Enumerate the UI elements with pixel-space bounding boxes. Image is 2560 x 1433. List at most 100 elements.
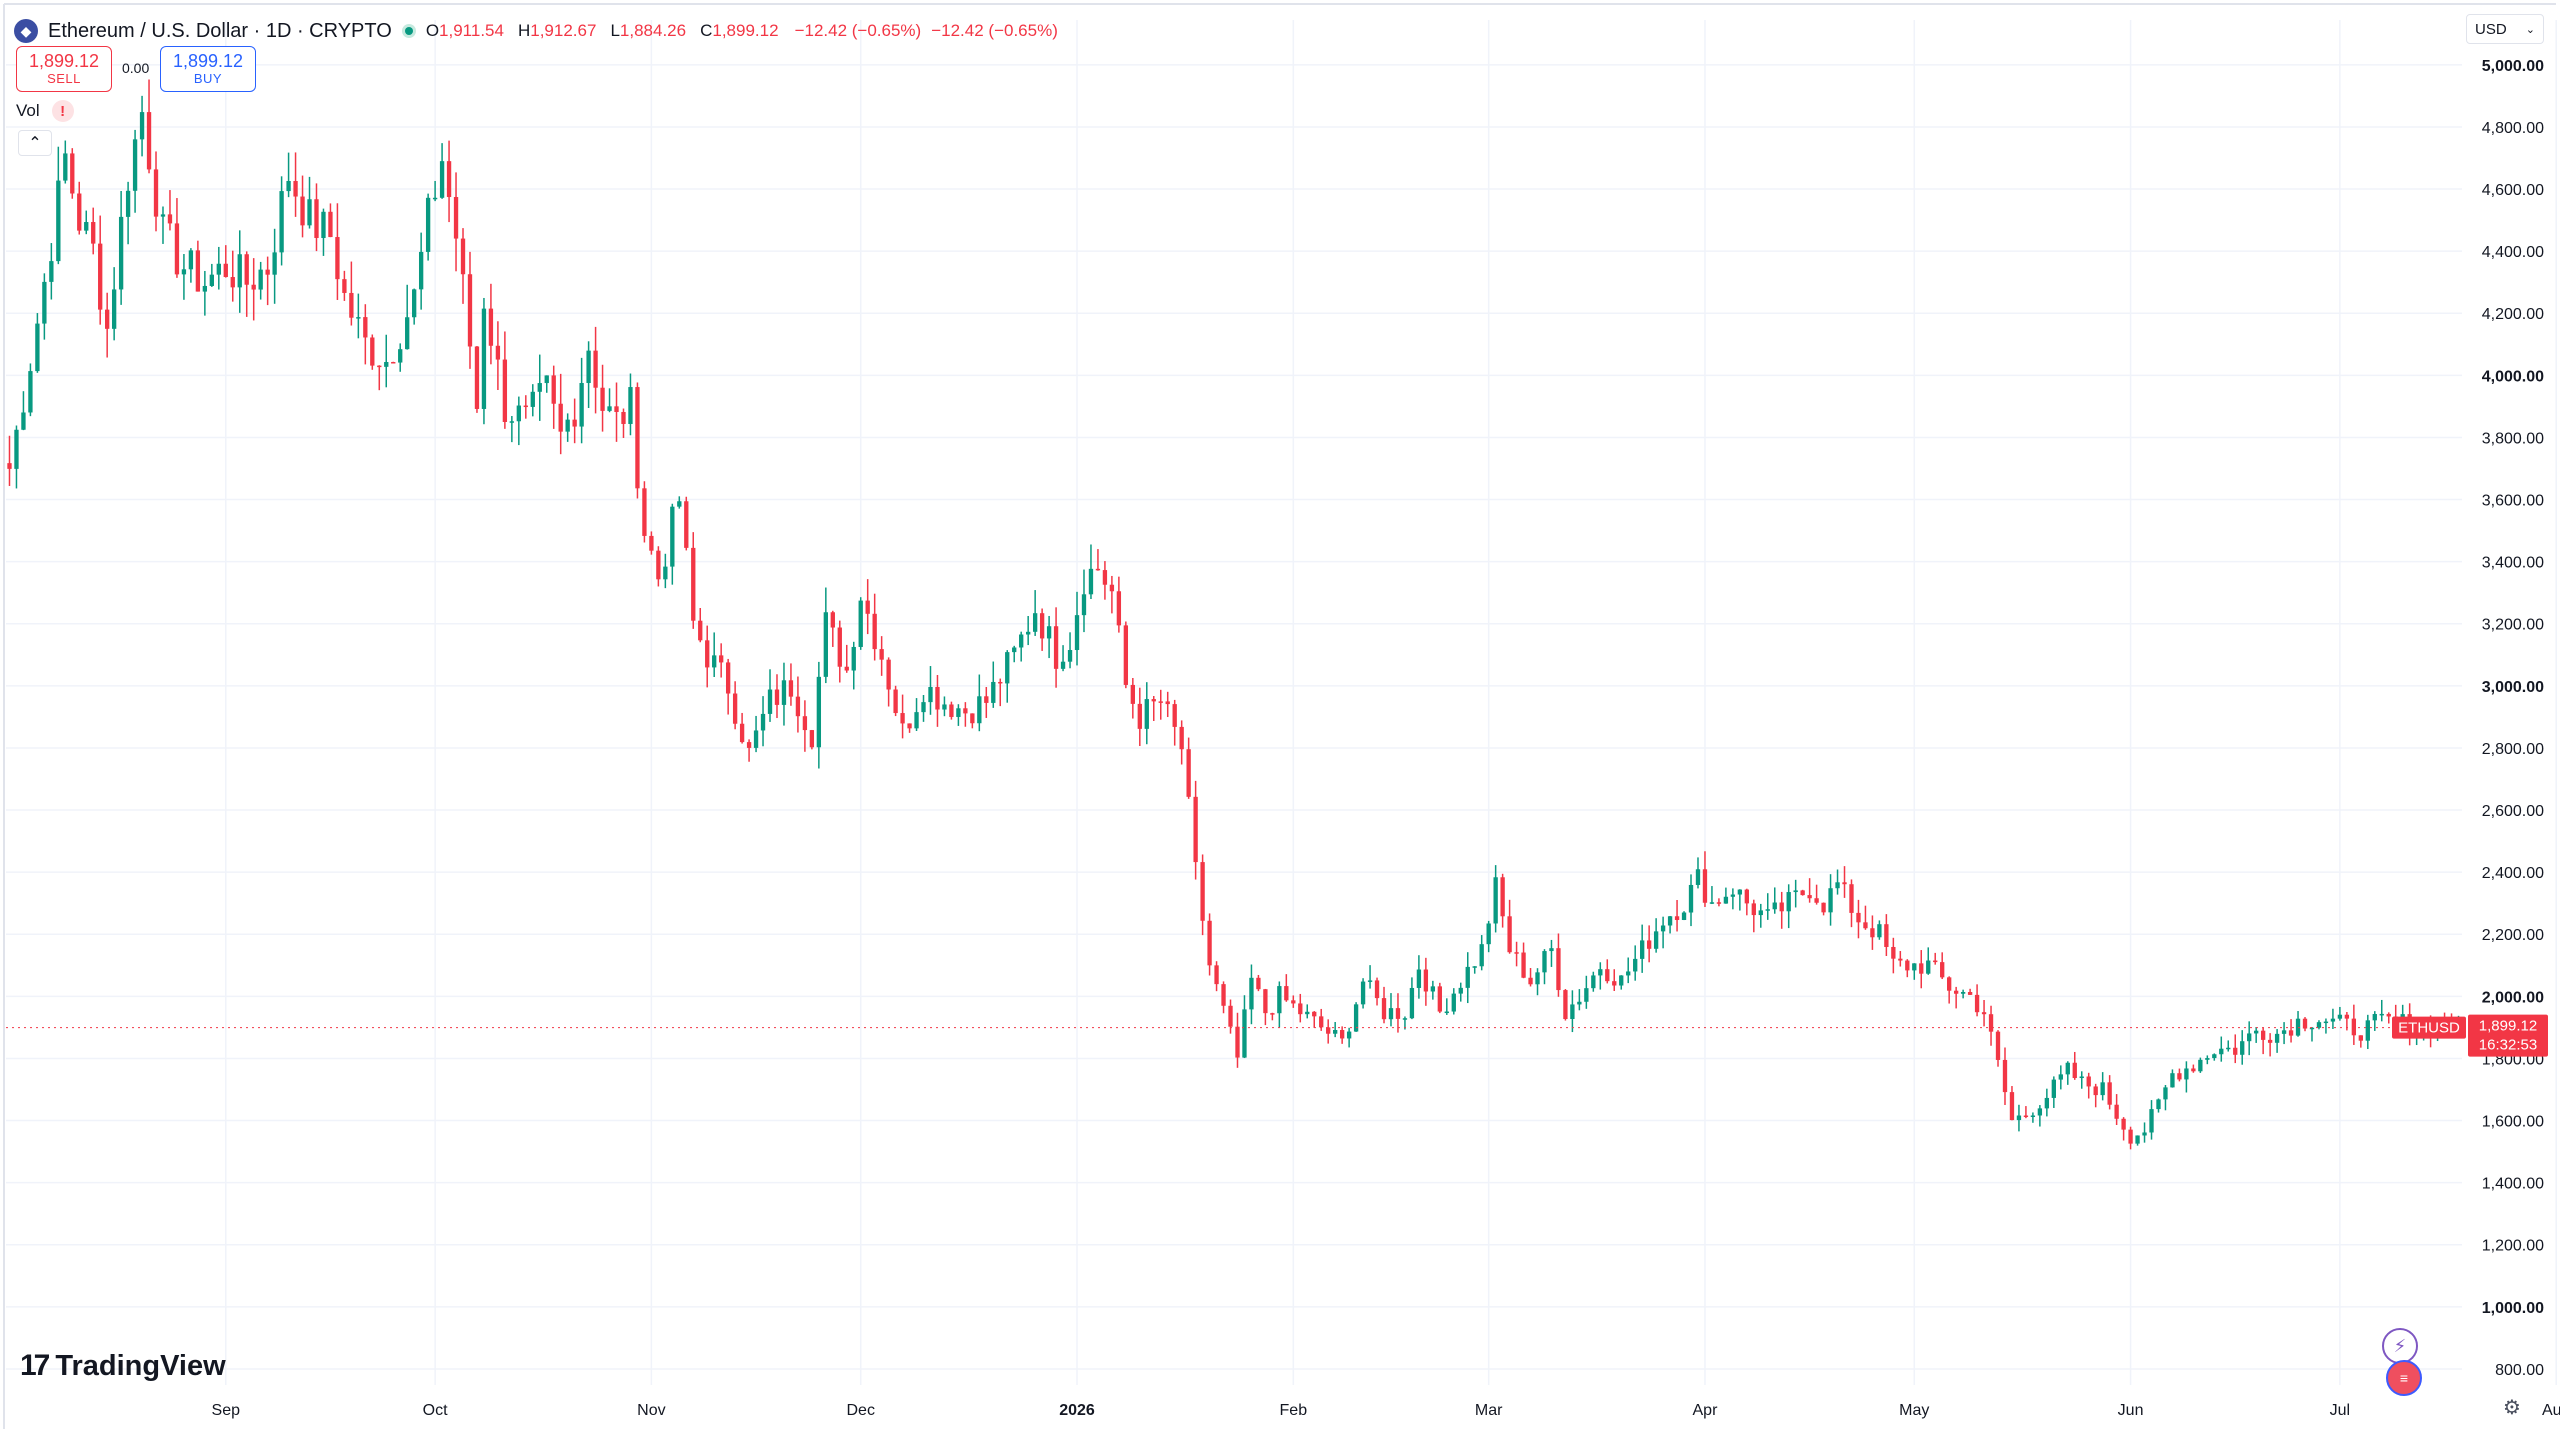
candle-body xyxy=(1319,1016,1324,1028)
symbol-title[interactable]: Ethereum / U.S. Dollar · 1D · CRYPTO xyxy=(48,19,392,42)
candle-body xyxy=(111,289,117,329)
tradingview-logo[interactable]: 17 TradingView xyxy=(20,1349,226,1383)
candle-body xyxy=(1277,986,1282,1014)
y-tick-label: 3,800.00 xyxy=(2482,430,2544,447)
candle-body xyxy=(1730,894,1736,897)
last-price-tag: ETHUSD 1,899.12 16:32:53 xyxy=(2392,1014,2548,1057)
candle-body xyxy=(2240,1041,2245,1055)
candle-body xyxy=(516,405,521,422)
buy-button[interactable]: 1,899.12 BUY xyxy=(160,46,256,92)
volume-indicator[interactable]: Vol ! xyxy=(16,100,74,122)
warning-icon[interactable]: ! xyxy=(51,100,74,122)
candle-body xyxy=(1556,948,1561,991)
candle-body xyxy=(739,723,745,743)
candle-body xyxy=(1081,594,1087,616)
candle-body xyxy=(1130,684,1135,704)
candle-body xyxy=(1032,613,1038,632)
candle-body xyxy=(2009,1092,2015,1121)
candle-body xyxy=(2309,1027,2315,1030)
candle-body xyxy=(139,112,145,140)
price-tag-box xyxy=(2468,1014,2548,1057)
candle-body xyxy=(1228,1005,1233,1027)
candle-body xyxy=(412,289,417,318)
candle-body xyxy=(1814,898,1819,903)
candle-body xyxy=(1542,951,1547,973)
candle-body xyxy=(656,550,661,580)
candle-body xyxy=(1758,910,1763,916)
candle-body xyxy=(1500,877,1505,917)
candle-body xyxy=(586,350,591,384)
settings-gear-icon[interactable]: ⚙ xyxy=(2503,1396,2521,1419)
candle-body xyxy=(28,371,33,413)
candle-body xyxy=(14,429,19,469)
sell-price: 1,899.12 xyxy=(28,51,100,71)
candle-body xyxy=(1681,912,1687,920)
collapse-legend-button[interactable]: ⌃ xyxy=(18,130,52,156)
ohlc-values: O1,911.54 H1,912.67 L1,884.26 C1,899.12 xyxy=(426,21,785,41)
candle-body xyxy=(1947,977,1952,991)
candle-body xyxy=(2128,1129,2133,1144)
candle-body xyxy=(1249,977,1254,1010)
candle-body xyxy=(91,222,96,244)
candle-body xyxy=(1242,1009,1247,1058)
candle-body xyxy=(1514,952,1519,954)
candle-body xyxy=(1465,966,1470,988)
candle-body xyxy=(1660,925,1666,932)
candle-body xyxy=(572,419,577,427)
candle-body xyxy=(1416,969,1422,988)
x-tick-label: 2026 xyxy=(1059,1402,1095,1419)
candle-body xyxy=(858,600,863,647)
candle-body xyxy=(2198,1059,2203,1072)
candle-body xyxy=(1988,1014,1994,1032)
currency-selector[interactable]: USD ⌄ xyxy=(2466,14,2544,44)
candle-body xyxy=(1667,916,1673,926)
candle-body xyxy=(335,237,340,280)
candle-body xyxy=(893,689,898,714)
flag-icon[interactable]: ≡ xyxy=(2386,1360,2422,1396)
candle-body xyxy=(642,488,647,536)
candle-body xyxy=(2051,1079,2056,1098)
symbol-tag-text: ETHUSD xyxy=(2398,1020,2460,1037)
candle-body xyxy=(1849,884,1854,913)
candle-body xyxy=(1193,796,1198,863)
candle-body xyxy=(900,713,905,724)
lightning-icon[interactable]: ⚡ xyxy=(2382,1328,2418,1364)
sell-button[interactable]: 1,899.12 SELL xyxy=(16,46,112,92)
candle-body xyxy=(1953,990,1959,994)
candle-body xyxy=(865,600,870,614)
candle-body xyxy=(398,349,403,363)
currency-label: USD xyxy=(2475,20,2507,38)
candle-body xyxy=(1751,903,1756,916)
market-status-icon[interactable] xyxy=(401,24,416,38)
candle-body xyxy=(1060,661,1066,669)
y-tick-label: 2,000.00 xyxy=(2482,989,2544,1006)
candle-series xyxy=(7,79,2461,1150)
y-tick-label: 4,200.00 xyxy=(2482,306,2544,323)
candle-body xyxy=(1326,1027,1331,1034)
candle-body xyxy=(579,383,584,427)
candle-body xyxy=(649,535,654,551)
candle-body xyxy=(1312,1011,1317,1017)
candle-body xyxy=(1688,884,1694,913)
candle-body xyxy=(63,153,68,181)
candle-body xyxy=(1598,969,1603,976)
candle-body xyxy=(342,279,347,293)
candle-body xyxy=(2295,1018,2301,1036)
candle-body xyxy=(56,180,61,262)
candle-body xyxy=(1144,699,1149,729)
candle-body xyxy=(1744,889,1749,904)
candle-body xyxy=(1605,969,1610,982)
candle-body xyxy=(2344,1014,2350,1019)
y-tick-label: 3,200.00 xyxy=(2482,617,2544,634)
candle-body xyxy=(2330,1018,2336,1022)
candle-body xyxy=(1200,862,1205,921)
candle-body xyxy=(1333,1029,1338,1034)
candle-body xyxy=(1549,948,1554,952)
candle-body xyxy=(984,696,989,703)
candle-body xyxy=(1933,960,1938,963)
candle-body xyxy=(188,250,194,270)
time-axis[interactable]: Sep Oct Nov Dec 2026 Feb Mar Apr May Jun Jul Aug xyxy=(212,1402,2560,1419)
candle-body xyxy=(2093,1086,2098,1096)
candle-body xyxy=(132,139,138,191)
